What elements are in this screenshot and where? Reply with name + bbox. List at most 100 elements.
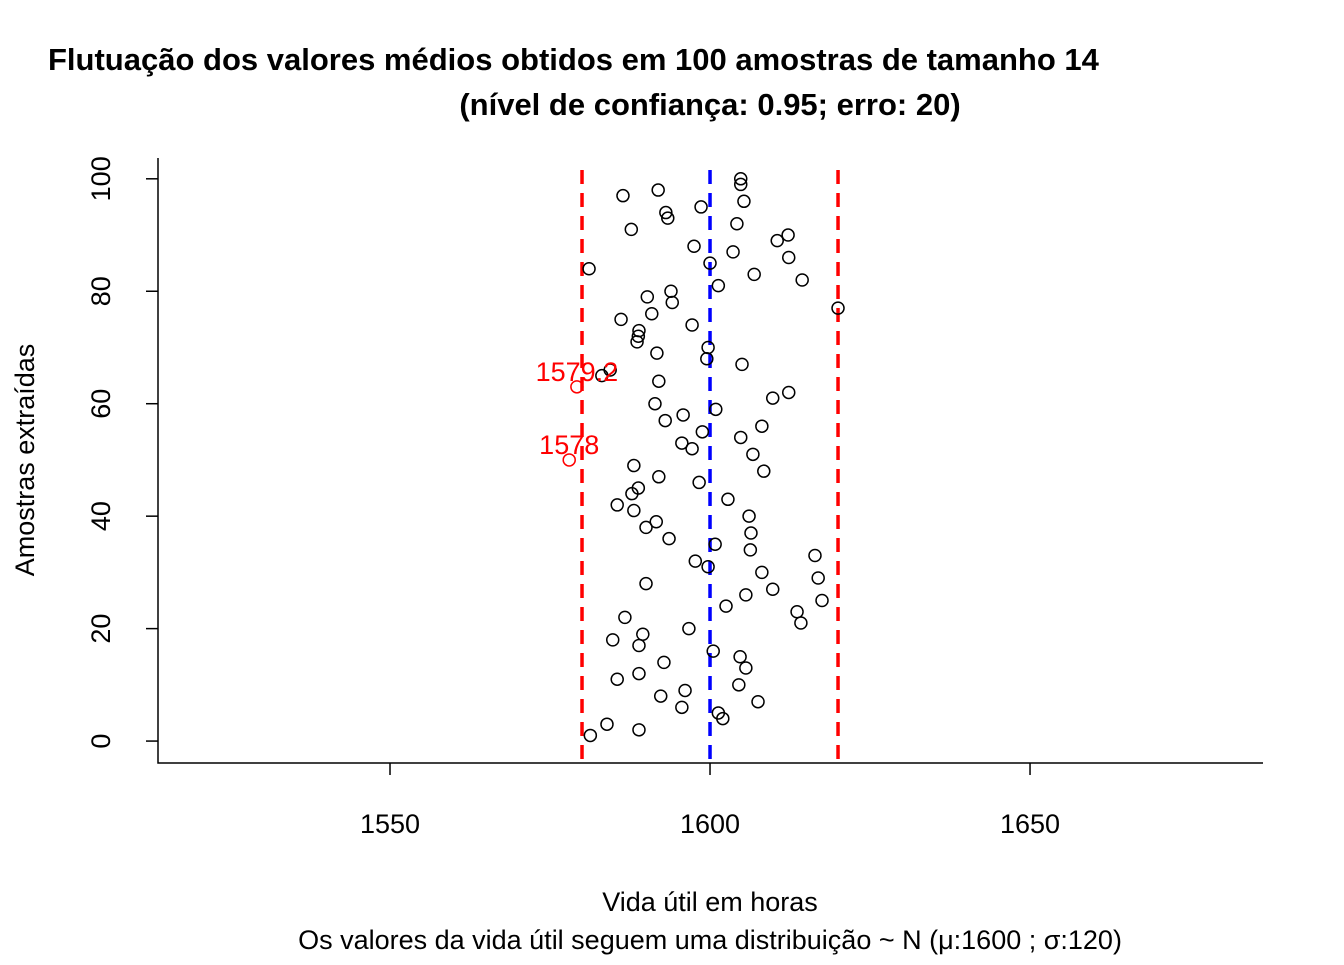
sample-point [651,183,665,197]
sample-point [751,694,765,709]
sample-point [636,627,650,641]
sample-point [618,610,632,625]
y-tick-label: 20 [86,614,116,644]
sample-point [632,638,646,653]
sample-point [709,402,723,417]
sample-point [627,458,641,473]
sample-point [605,633,620,647]
sample-point [701,560,715,574]
sample-point [583,728,598,743]
sample-point [616,188,630,203]
sample-point [661,211,675,225]
sample-point [726,245,740,259]
sample-point [676,408,690,422]
sample-point [733,430,748,445]
sample-point [694,200,708,214]
sample-point [652,374,666,388]
outlier-point [570,380,584,394]
x-tick-label: 1600 [680,809,740,839]
y-tick-label: 40 [86,501,116,531]
sample-point [687,239,701,254]
sample-point [653,689,668,703]
sample-point [650,346,664,360]
sample-point [711,706,726,720]
sample-point [632,666,646,681]
sample-point [703,256,717,270]
sample-point [688,554,703,568]
sample-point [739,588,753,602]
sample-point [631,481,646,495]
sample-point [614,312,628,327]
sample-point [610,672,624,686]
sample-point [624,222,639,237]
sample-point [692,475,706,490]
sample-point [721,492,735,507]
sample-point [808,548,822,563]
sample-point [665,295,680,310]
sample-point [719,599,733,613]
sample-point [733,177,748,192]
sample-point [743,543,758,557]
sample-point [757,464,771,478]
sample-point [695,425,710,439]
sample-point [765,582,780,597]
sample-point [737,194,751,209]
sample-point [603,363,617,377]
sample-point [678,683,692,698]
y-tick-label: 0 [86,734,116,749]
sample-point [600,717,614,731]
sample-point [659,205,673,220]
x-axis-sublabel: Os valores da vida útil seguem uma distr… [298,925,1122,955]
sample-point [685,318,699,332]
axis-frame [157,158,1263,764]
sample-point [730,217,744,231]
sample-point [632,723,646,737]
sample-point [640,290,655,304]
sample-point [610,498,624,512]
sample-point [639,520,653,535]
sample-point [755,419,769,433]
sample-point [649,515,664,529]
sample-point [733,172,748,186]
outlier-point [562,453,576,467]
sample-point [770,233,784,248]
sample-point [682,621,696,636]
sample-point [639,576,653,591]
sample-point [781,250,796,265]
x-tick-label: 1650 [1000,809,1060,839]
sample-point [732,678,746,692]
sample-point [645,306,659,321]
sample-point [627,503,641,518]
sample-point [811,571,825,585]
sample-point [675,700,689,715]
sample-point [648,396,662,411]
sample-point [701,340,715,355]
sample-point [664,284,678,299]
sample-point [815,593,829,608]
sample-point [755,565,769,580]
sample-point [790,605,804,619]
y-axis-label: Amostras extraídas [10,344,40,577]
sample-point [781,385,796,400]
sample-point [662,531,676,546]
sample-point [658,413,672,428]
sample-point [675,436,689,450]
sample-point [652,470,666,484]
sample-point [781,228,795,242]
sample-point [657,655,671,670]
sample-point [733,649,747,664]
sample-point [746,447,760,462]
y-tick-label: 100 [86,156,116,201]
sample-point [708,537,722,552]
outlier-label: 1579.2 [536,357,619,387]
sample-point [632,323,646,338]
y-tick-label: 80 [86,276,116,306]
sample-point [742,509,756,523]
sample-point [744,526,758,540]
sample-point [582,262,596,276]
sample-point [747,267,761,282]
y-tick-label: 60 [86,389,116,419]
sample-point [831,301,845,315]
sample-point [711,278,726,293]
